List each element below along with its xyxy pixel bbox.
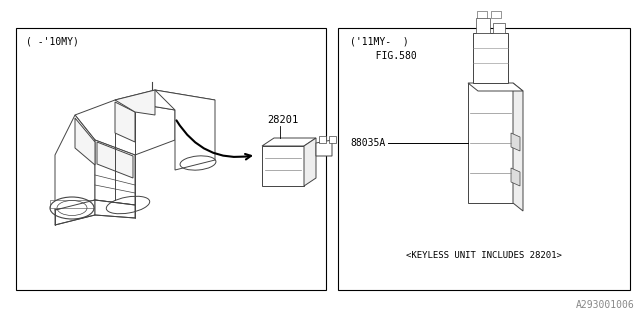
Text: ( -'10MY): ( -'10MY) [26,37,79,47]
Polygon shape [513,83,523,211]
Polygon shape [476,18,490,33]
Polygon shape [75,118,95,165]
Text: 28201: 28201 [267,115,298,125]
Polygon shape [262,146,304,186]
Polygon shape [115,102,135,142]
Text: 88035A: 88035A [351,138,386,148]
Polygon shape [491,11,501,18]
Bar [338,28,630,290]
Polygon shape [95,200,135,218]
Polygon shape [316,140,332,156]
Text: FIG.580: FIG.580 [358,51,417,61]
Polygon shape [155,90,215,170]
Polygon shape [477,11,487,18]
Polygon shape [468,83,513,203]
Text: <KEYLESS UNIT INCLUDES 28201>: <KEYLESS UNIT INCLUDES 28201> [406,251,562,260]
Polygon shape [262,138,316,146]
Polygon shape [511,168,520,186]
Polygon shape [493,23,505,33]
Text: A293001006: A293001006 [576,300,635,310]
Bar [16,28,326,290]
Polygon shape [55,200,95,225]
Polygon shape [304,138,316,186]
Polygon shape [468,83,523,91]
Polygon shape [95,140,135,205]
Polygon shape [97,142,133,178]
Polygon shape [115,90,155,115]
Polygon shape [55,115,95,210]
Polygon shape [329,136,336,143]
Polygon shape [473,33,508,83]
Polygon shape [319,136,326,143]
Polygon shape [50,200,94,208]
Text: ('11MY-  ): ('11MY- ) [350,37,409,47]
Polygon shape [115,90,215,110]
Polygon shape [75,100,175,155]
Polygon shape [511,133,520,151]
